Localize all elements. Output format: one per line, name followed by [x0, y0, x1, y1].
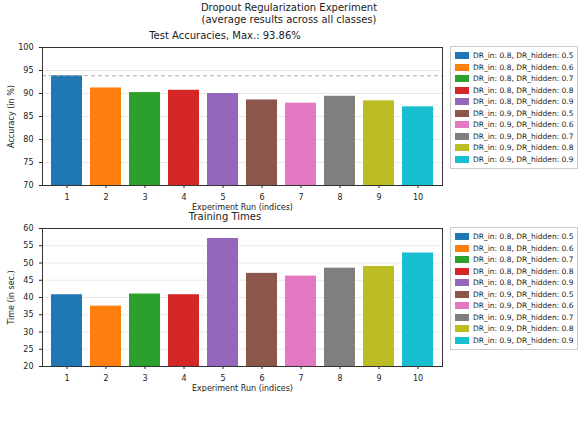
- svg-text:6: 6: [259, 374, 264, 383]
- svg-text:8: 8: [337, 193, 342, 202]
- html-text:DR_in: 0.8, DR_hidden: 0.6: DR_in: 0.8, DR_hidden: 0.6: [473, 243, 574, 253]
- html-text:DR_in: 0.8, DR_hidden: 0.9: DR_in: 0.8, DR_hidden: 0.9: [473, 278, 574, 288]
- svg-text:85: 85: [23, 112, 33, 121]
- svg-text:Accuracy (in %): Accuracy (in %): [7, 85, 16, 148]
- svg-text:3: 3: [142, 374, 147, 383]
- html-text:DR_in: 0.8, DR_hidden: 0.7: DR_in: 0.8, DR_hidden: 0.7: [473, 255, 574, 265]
- html-text:DR_in: 0.8, DR_hidden: 0.8: DR_in: 0.8, DR_hidden: 0.8: [473, 85, 574, 95]
- svg-text:30: 30: [23, 328, 33, 337]
- svg-text:6: 6: [259, 193, 264, 202]
- svg-text:10: 10: [413, 193, 423, 202]
- svg-text:60: 60: [23, 224, 33, 233]
- svg-text:50: 50: [23, 259, 33, 268]
- svg-text:3: 3: [142, 193, 147, 202]
- svg-text:40: 40: [23, 293, 33, 302]
- html-text:DR_in: 0.9, DR_hidden: 0.7: DR_in: 0.9, DR_hidden: 0.7: [473, 312, 574, 322]
- svg-text:80: 80: [23, 135, 33, 144]
- svg-text:25: 25: [23, 345, 33, 354]
- svg-text:1: 1: [64, 193, 69, 202]
- svg-text:9: 9: [376, 193, 381, 202]
- html-text:Training Times: Training Times: [188, 211, 262, 222]
- html-text:DR_in: 0.9, DR_hidden: 0.9: DR_in: 0.9, DR_hidden: 0.9: [473, 335, 574, 345]
- html-text:DR_in: 0.8, DR_hidden: 0.9: DR_in: 0.8, DR_hidden: 0.9: [473, 97, 574, 107]
- html-text:DR_in: 0.8, DR_hidden: 0.8: DR_in: 0.8, DR_hidden: 0.8: [473, 266, 574, 276]
- svg-text:1: 1: [64, 374, 69, 383]
- html-text:DR_in: 0.9, DR_hidden: 0.8: DR_in: 0.9, DR_hidden: 0.8: [473, 324, 574, 334]
- svg-text:2: 2: [103, 374, 108, 383]
- html-text:DR_in: 0.9, DR_hidden: 0.8: DR_in: 0.9, DR_hidden: 0.8: [473, 143, 574, 153]
- svg-text:100: 100: [18, 43, 33, 52]
- html-text:DR_in: 0.8, DR_hidden: 0.7: DR_in: 0.8, DR_hidden: 0.7: [473, 74, 574, 84]
- svg-text:Experiment Run (indices): Experiment Run (indices): [192, 384, 293, 393]
- svg-text:10: 10: [413, 374, 423, 383]
- html-text:Dropout Regularization Experim: Dropout Regularization Experiment: [200, 2, 378, 13]
- html-text:(average results across all cl: (average results across all classes): [201, 14, 377, 25]
- svg-text:Time (in sec.): Time (in sec.): [7, 270, 16, 325]
- svg-text:95: 95: [23, 66, 33, 75]
- html-text:DR_in: 0.9, DR_hidden: 0.5: DR_in: 0.9, DR_hidden: 0.5: [473, 108, 574, 118]
- svg-text:5: 5: [220, 193, 225, 202]
- html-text:DR_in: 0.8, DR_hidden: 0.5: DR_in: 0.8, DR_hidden: 0.5: [473, 51, 574, 61]
- svg-text:7: 7: [298, 374, 303, 383]
- html-text:DR_in: 0.9, DR_hidden: 0.9: DR_in: 0.9, DR_hidden: 0.9: [473, 154, 574, 164]
- svg-text:5: 5: [220, 374, 225, 383]
- svg-text:9: 9: [376, 374, 381, 383]
- svg-text:2: 2: [103, 193, 108, 202]
- svg-text:Experiment Run (indices): Experiment Run (indices): [192, 203, 293, 212]
- svg-text:4: 4: [181, 374, 186, 383]
- svg-text:20: 20: [23, 362, 33, 371]
- svg-text:75: 75: [23, 158, 33, 167]
- svg-text:55: 55: [23, 241, 33, 250]
- svg-text:35: 35: [23, 310, 33, 319]
- svg-text:90: 90: [23, 89, 33, 98]
- html-text:Test Accuracies, Max.: 93.86%: Test Accuracies, Max.: 93.86%: [149, 30, 301, 41]
- svg-text:8: 8: [337, 374, 342, 383]
- svg-text:70: 70: [23, 181, 33, 190]
- html-text:DR_in: 0.9, DR_hidden: 0.7: DR_in: 0.9, DR_hidden: 0.7: [473, 131, 574, 141]
- html-text:DR_in: 0.9, DR_hidden: 0.6: DR_in: 0.9, DR_hidden: 0.6: [473, 301, 574, 311]
- html-text:DR_in: 0.9, DR_hidden: 0.6: DR_in: 0.9, DR_hidden: 0.6: [473, 120, 574, 130]
- svg-text:4: 4: [181, 193, 186, 202]
- svg-text:7: 7: [298, 193, 303, 202]
- svg-text:45: 45: [23, 276, 33, 285]
- html-text:DR_in: 0.8, DR_hidden: 0.5: DR_in: 0.8, DR_hidden: 0.5: [473, 232, 574, 242]
- html-text:DR_in: 0.8, DR_hidden: 0.6: DR_in: 0.8, DR_hidden: 0.6: [473, 62, 574, 72]
- html-text:DR_in: 0.9, DR_hidden: 0.5: DR_in: 0.9, DR_hidden: 0.5: [473, 289, 574, 299]
